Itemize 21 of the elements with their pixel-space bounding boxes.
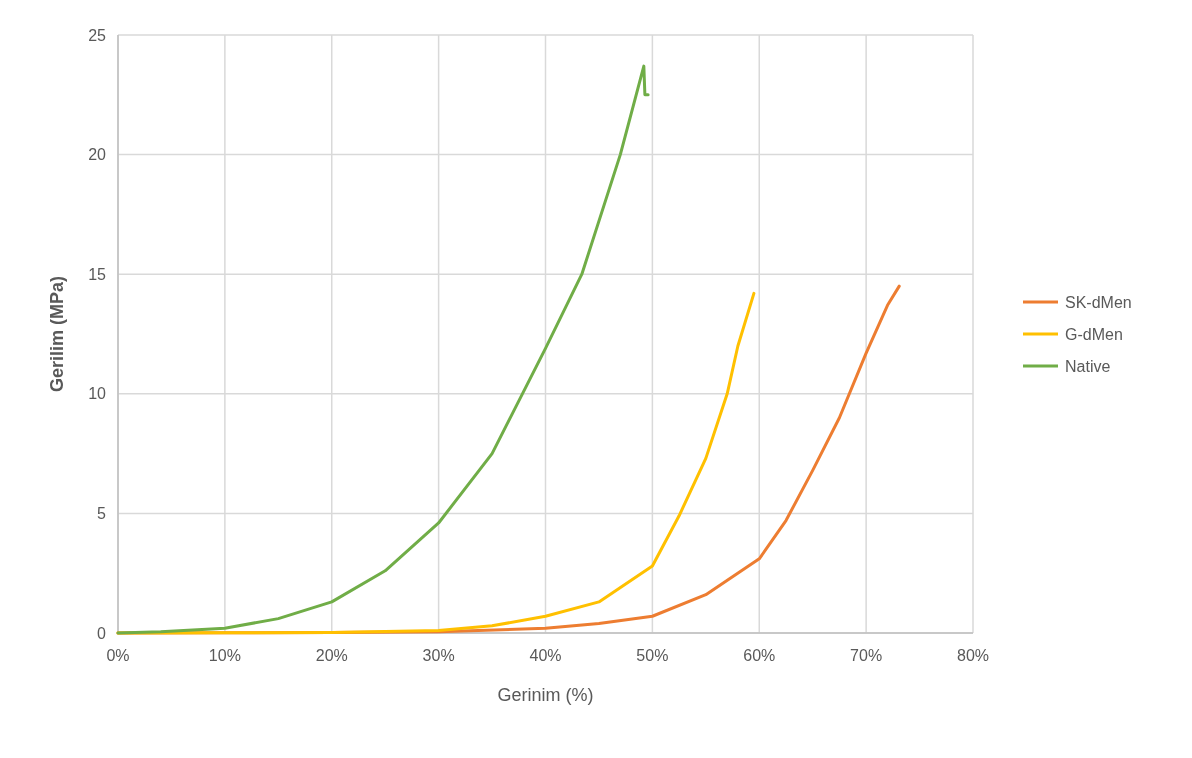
y-tick-label: 10: [88, 385, 107, 403]
y-axis-title: Gerilim (MPa): [47, 275, 67, 393]
x-tick-label: 60%: [743, 647, 776, 664]
x-tick-label: 10%: [208, 647, 241, 664]
legend-label: G-dMen: [1065, 325, 1123, 343]
y-tick-label: 0: [97, 624, 107, 642]
y-tick-label: 15: [88, 265, 107, 283]
x-tick-label: 30%: [422, 647, 455, 664]
x-tick-label: 50%: [636, 647, 669, 664]
y-tick-label: 25: [88, 26, 107, 44]
x-tick-label: 80%: [956, 647, 990, 664]
y-tick-label: 20: [88, 146, 107, 164]
x-tick-label: 70%: [850, 647, 883, 664]
legend-label: Native: [1065, 357, 1111, 375]
x-axis-title: Gerinim (%): [497, 685, 594, 705]
legend-label: SK-dMen: [1065, 293, 1132, 311]
x-tick-label: 0%: [106, 647, 130, 664]
x-tick-label: 20%: [315, 647, 348, 664]
line-series: [116, 64, 650, 635]
y-tick-label: 5: [97, 505, 107, 522]
x-tick-label: 40%: [529, 647, 562, 664]
